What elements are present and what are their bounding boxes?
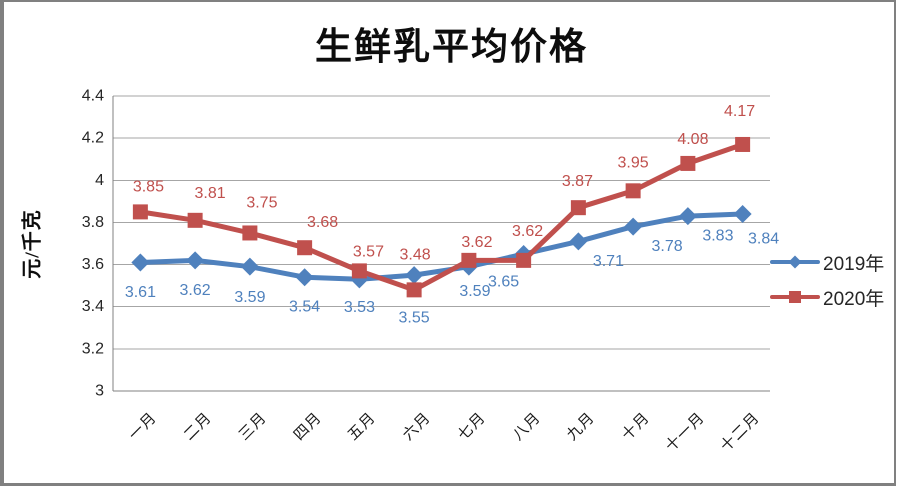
- data-label: 3.95: [618, 154, 649, 171]
- series-line-2019年: [137, 211, 746, 282]
- y-axis-tick-label: 4.4: [82, 88, 104, 105]
- data-point-marker: [351, 263, 367, 279]
- data-label: 3.55: [399, 310, 430, 327]
- data-point-marker: [625, 183, 641, 199]
- chart-title: 生鲜乳平均价格: [315, 27, 588, 68]
- data-point-marker: [131, 253, 150, 272]
- data-point-marker: [240, 257, 259, 276]
- data-label: 4.17: [724, 103, 755, 120]
- data-label: 3.87: [562, 173, 593, 190]
- data-label: 3.85: [133, 178, 164, 195]
- data-point-marker: [678, 207, 697, 226]
- data-label: 3.62: [180, 282, 211, 299]
- data-point-marker: [132, 204, 148, 220]
- data-label: 3.54: [289, 299, 320, 316]
- data-point-marker: [516, 252, 532, 268]
- data-label: 3.62: [512, 223, 543, 240]
- data-point-marker: [570, 200, 586, 216]
- legend-item-2020: 2020年: [770, 285, 885, 310]
- series-line-2020年: [137, 142, 746, 293]
- legend-line-square-icon: [770, 291, 820, 303]
- legend-item-2019: 2019年: [770, 250, 885, 275]
- data-point-marker: [680, 155, 696, 171]
- data-label: 3.81: [195, 185, 226, 202]
- data-point-marker: [187, 212, 203, 228]
- data-label: 3.65: [488, 274, 519, 291]
- data-label: 3.71: [593, 253, 624, 270]
- y-axis-tick-label: 3.6: [82, 256, 104, 273]
- data-label: 3.59: [234, 289, 265, 306]
- legend-label-2019: 2019年: [823, 253, 885, 275]
- y-axis-tick-label: 3.4: [82, 298, 104, 315]
- legend-label-2020: 2020年: [823, 288, 885, 310]
- data-label: 3.75: [246, 195, 277, 212]
- data-point-marker: [406, 282, 422, 298]
- legend-line-diamond-icon: [770, 255, 820, 269]
- data-point-marker: [569, 232, 588, 251]
- y-axis-tick-label: 4.2: [82, 130, 104, 147]
- data-point-marker: [735, 136, 751, 152]
- data-point-marker: [186, 251, 205, 270]
- data-label: 3.84: [748, 231, 779, 248]
- data-point-marker: [242, 225, 258, 241]
- y-axis-tick-label: 3.2: [82, 340, 104, 357]
- y-axis-tick-label: 4: [95, 172, 104, 189]
- data-point-marker: [295, 268, 314, 287]
- data-label: 4.08: [677, 131, 708, 148]
- figure-border: [0, 0, 896, 486]
- y-axis-tick-label: 3.8: [82, 214, 104, 231]
- data-label: 3.53: [344, 299, 375, 316]
- data-label: 3.57: [353, 243, 384, 260]
- y-axis-tick-label: 3: [95, 383, 104, 400]
- data-label: 3.61: [125, 284, 156, 301]
- data-label: 3.48: [400, 246, 431, 263]
- data-point-marker: [461, 252, 477, 268]
- data-label: 3.83: [702, 228, 733, 245]
- data-point-marker: [733, 205, 752, 223]
- data-point-marker: [405, 266, 424, 285]
- data-point-marker: [297, 240, 313, 256]
- data-label: 3.78: [652, 238, 683, 255]
- data-label: 3.62: [461, 234, 492, 251]
- data-label: 3.59: [459, 283, 490, 300]
- data-point-marker: [624, 217, 643, 236]
- data-label: 3.68: [307, 214, 338, 231]
